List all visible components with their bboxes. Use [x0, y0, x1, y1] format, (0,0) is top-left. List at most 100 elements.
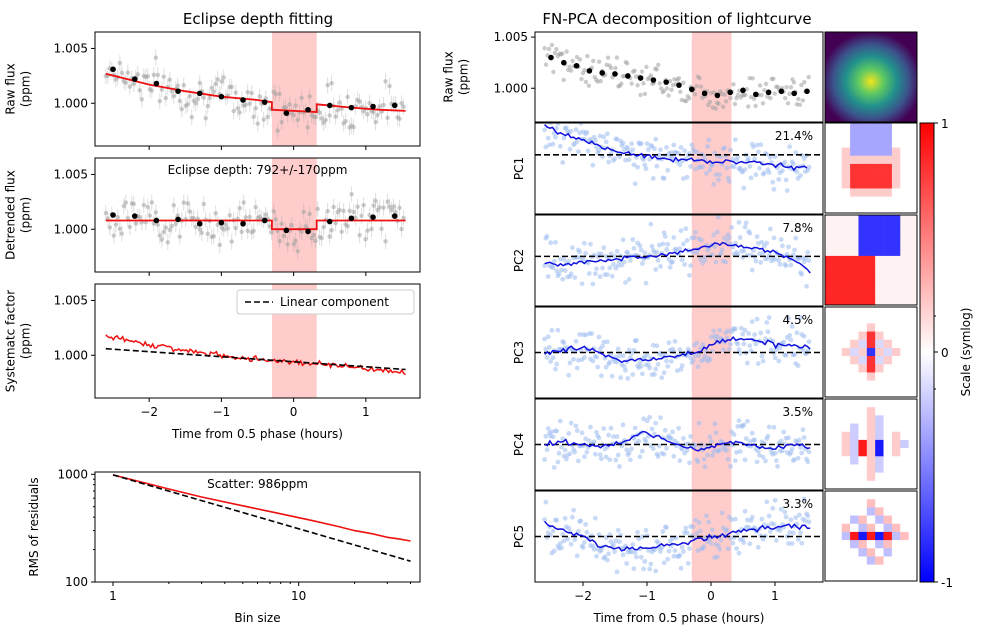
data-point: [550, 528, 556, 534]
data-point: [637, 454, 643, 460]
pixel: [833, 331, 843, 341]
data-point: [642, 91, 648, 97]
pixel: [883, 523, 893, 533]
pixel: [866, 323, 876, 332]
binned-point: [153, 217, 160, 224]
y-axis-label: (ppm): [19, 323, 33, 359]
data-point: [241, 200, 246, 205]
pixel: [850, 507, 859, 516]
data-point: [696, 420, 702, 426]
data-point: [694, 83, 699, 89]
pixel: [875, 215, 884, 224]
data-point: [699, 237, 704, 243]
data-point: [790, 161, 796, 167]
pixel: [900, 323, 909, 332]
data-point: [177, 98, 182, 104]
data-point: [806, 449, 812, 455]
data-point: [572, 537, 578, 543]
pixel: [825, 439, 834, 449]
data-point: [614, 359, 620, 365]
data-point: [233, 90, 238, 95]
data-point: [550, 434, 556, 440]
data-point: [568, 128, 574, 134]
data-point: [548, 240, 554, 246]
data-point: [255, 121, 260, 126]
data-point: [583, 522, 589, 527]
pixel: [866, 515, 876, 525]
data-point: [760, 101, 766, 106]
plot-area-pc2: [535, 215, 823, 306]
data-point: [641, 566, 646, 572]
data-point: [199, 230, 204, 236]
binned-point: [676, 82, 682, 88]
pixel: [833, 188, 843, 197]
data-point: [648, 73, 654, 78]
data-point: [735, 341, 741, 347]
pixel: [850, 448, 859, 457]
data-point: [554, 361, 560, 367]
pixel: [858, 247, 868, 257]
data-point: [393, 209, 398, 215]
data-point: [771, 521, 777, 527]
data-point: [783, 352, 789, 358]
pixel: [825, 231, 834, 240]
data-point: [670, 429, 675, 435]
pixel: [841, 123, 851, 132]
pixel: [825, 415, 834, 424]
pixel: [858, 556, 868, 565]
binned-point: [240, 97, 246, 103]
pixel: [841, 264, 851, 273]
pixel: [841, 540, 851, 549]
variance-label: 3.3%: [783, 497, 814, 511]
pixel: [891, 507, 901, 516]
data-point: [399, 101, 404, 106]
pixel: [908, 448, 918, 457]
pixel: [900, 223, 909, 232]
pixel: [858, 264, 868, 273]
data-point: [574, 139, 580, 144]
data-point: [391, 204, 396, 209]
pixel: [858, 163, 868, 173]
series-line: [544, 335, 811, 364]
data-point: [798, 530, 803, 536]
data-point: [145, 204, 150, 210]
pixel: [900, 215, 909, 224]
data-point: [249, 90, 254, 96]
pixel: [850, 372, 859, 381]
pixel: [850, 464, 859, 473]
plot-area-pc4: [535, 399, 823, 490]
data-point: [377, 205, 382, 210]
data-point: [683, 226, 689, 232]
pixel: [908, 272, 918, 281]
pixel: [900, 180, 909, 189]
data-point: [654, 163, 660, 169]
pixel: [833, 556, 843, 565]
data-point: [730, 156, 736, 162]
pixel: [883, 231, 893, 240]
pixel: [891, 556, 901, 565]
pixel: [908, 388, 918, 398]
pixel: [883, 407, 893, 416]
data-point: [381, 205, 386, 210]
pixel: [858, 223, 868, 232]
pixel: [858, 399, 868, 408]
pixel: [825, 491, 834, 500]
data-point: [187, 209, 192, 214]
pixel: [833, 307, 843, 316]
data-point: [367, 100, 372, 106]
pixel: [841, 131, 851, 140]
data-point: [613, 457, 619, 463]
pixel: [866, 388, 876, 398]
data-point: [736, 347, 742, 352]
data-point: [341, 208, 346, 214]
data-point: [592, 138, 598, 143]
pixel: [850, 163, 859, 173]
pixel: [825, 123, 834, 132]
data-point: [125, 215, 131, 221]
data-point: [685, 560, 691, 566]
binned-point: [196, 90, 203, 97]
data-point: [736, 219, 742, 225]
annotation: Scatter: 986ppm: [207, 477, 308, 491]
data-point: [745, 418, 750, 424]
